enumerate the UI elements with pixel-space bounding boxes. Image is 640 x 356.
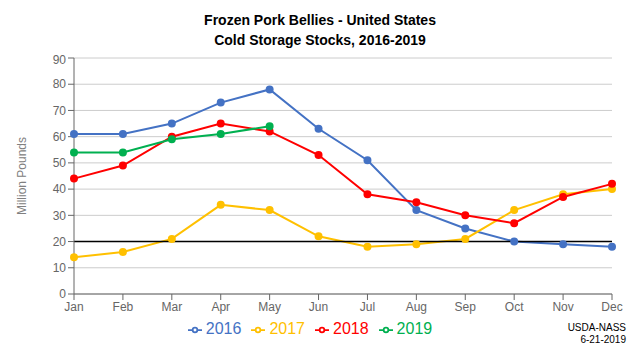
- html-text:6-21-2019: 6-21-2019: [580, 334, 626, 345]
- svg-text:Apr: Apr: [211, 300, 230, 314]
- svg-text:Dec: Dec: [601, 300, 622, 314]
- html-text:2019: 2019: [396, 320, 433, 337]
- svg-text:Mar: Mar: [161, 300, 182, 314]
- svg-text:70: 70: [53, 104, 67, 118]
- svg-text:Feb: Feb: [113, 300, 134, 314]
- html-text:2018: 2018: [333, 320, 369, 337]
- svg-text:10: 10: [53, 261, 67, 275]
- svg-text:Jun: Jun: [309, 300, 328, 314]
- svg-text:Nov: Nov: [552, 300, 573, 314]
- html-text:Cold Storage Stocks, 2016-2019: Cold Storage Stocks, 2016-2019: [214, 32, 426, 48]
- svg-text:40: 40: [53, 182, 67, 196]
- svg-text:30: 30: [53, 209, 67, 223]
- svg-text:80: 80: [53, 77, 67, 91]
- svg-text:60: 60: [53, 130, 67, 144]
- html-text:USDA-NASS: USDA-NASS: [567, 322, 626, 333]
- svg-text:Oct: Oct: [505, 300, 524, 314]
- svg-text:Aug: Aug: [406, 300, 427, 314]
- html-text:Frozen Pork Bellies - United S: Frozen Pork Bellies - United States: [204, 12, 436, 28]
- svg-text:Sep: Sep: [455, 300, 477, 314]
- svg-text:Jan: Jan: [64, 300, 83, 314]
- svg-text:90: 90: [53, 53, 67, 67]
- svg-text:20: 20: [53, 235, 67, 249]
- svg-text:May: May: [258, 300, 281, 314]
- svg-text:Jul: Jul: [360, 300, 375, 314]
- html-text:2017: 2017: [269, 320, 305, 337]
- svg-text:50: 50: [53, 156, 67, 170]
- svg-text:Million Pounds: Million Pounds: [15, 137, 29, 215]
- html-text:2016: 2016: [205, 320, 242, 337]
- svg-text:0: 0: [59, 287, 66, 301]
